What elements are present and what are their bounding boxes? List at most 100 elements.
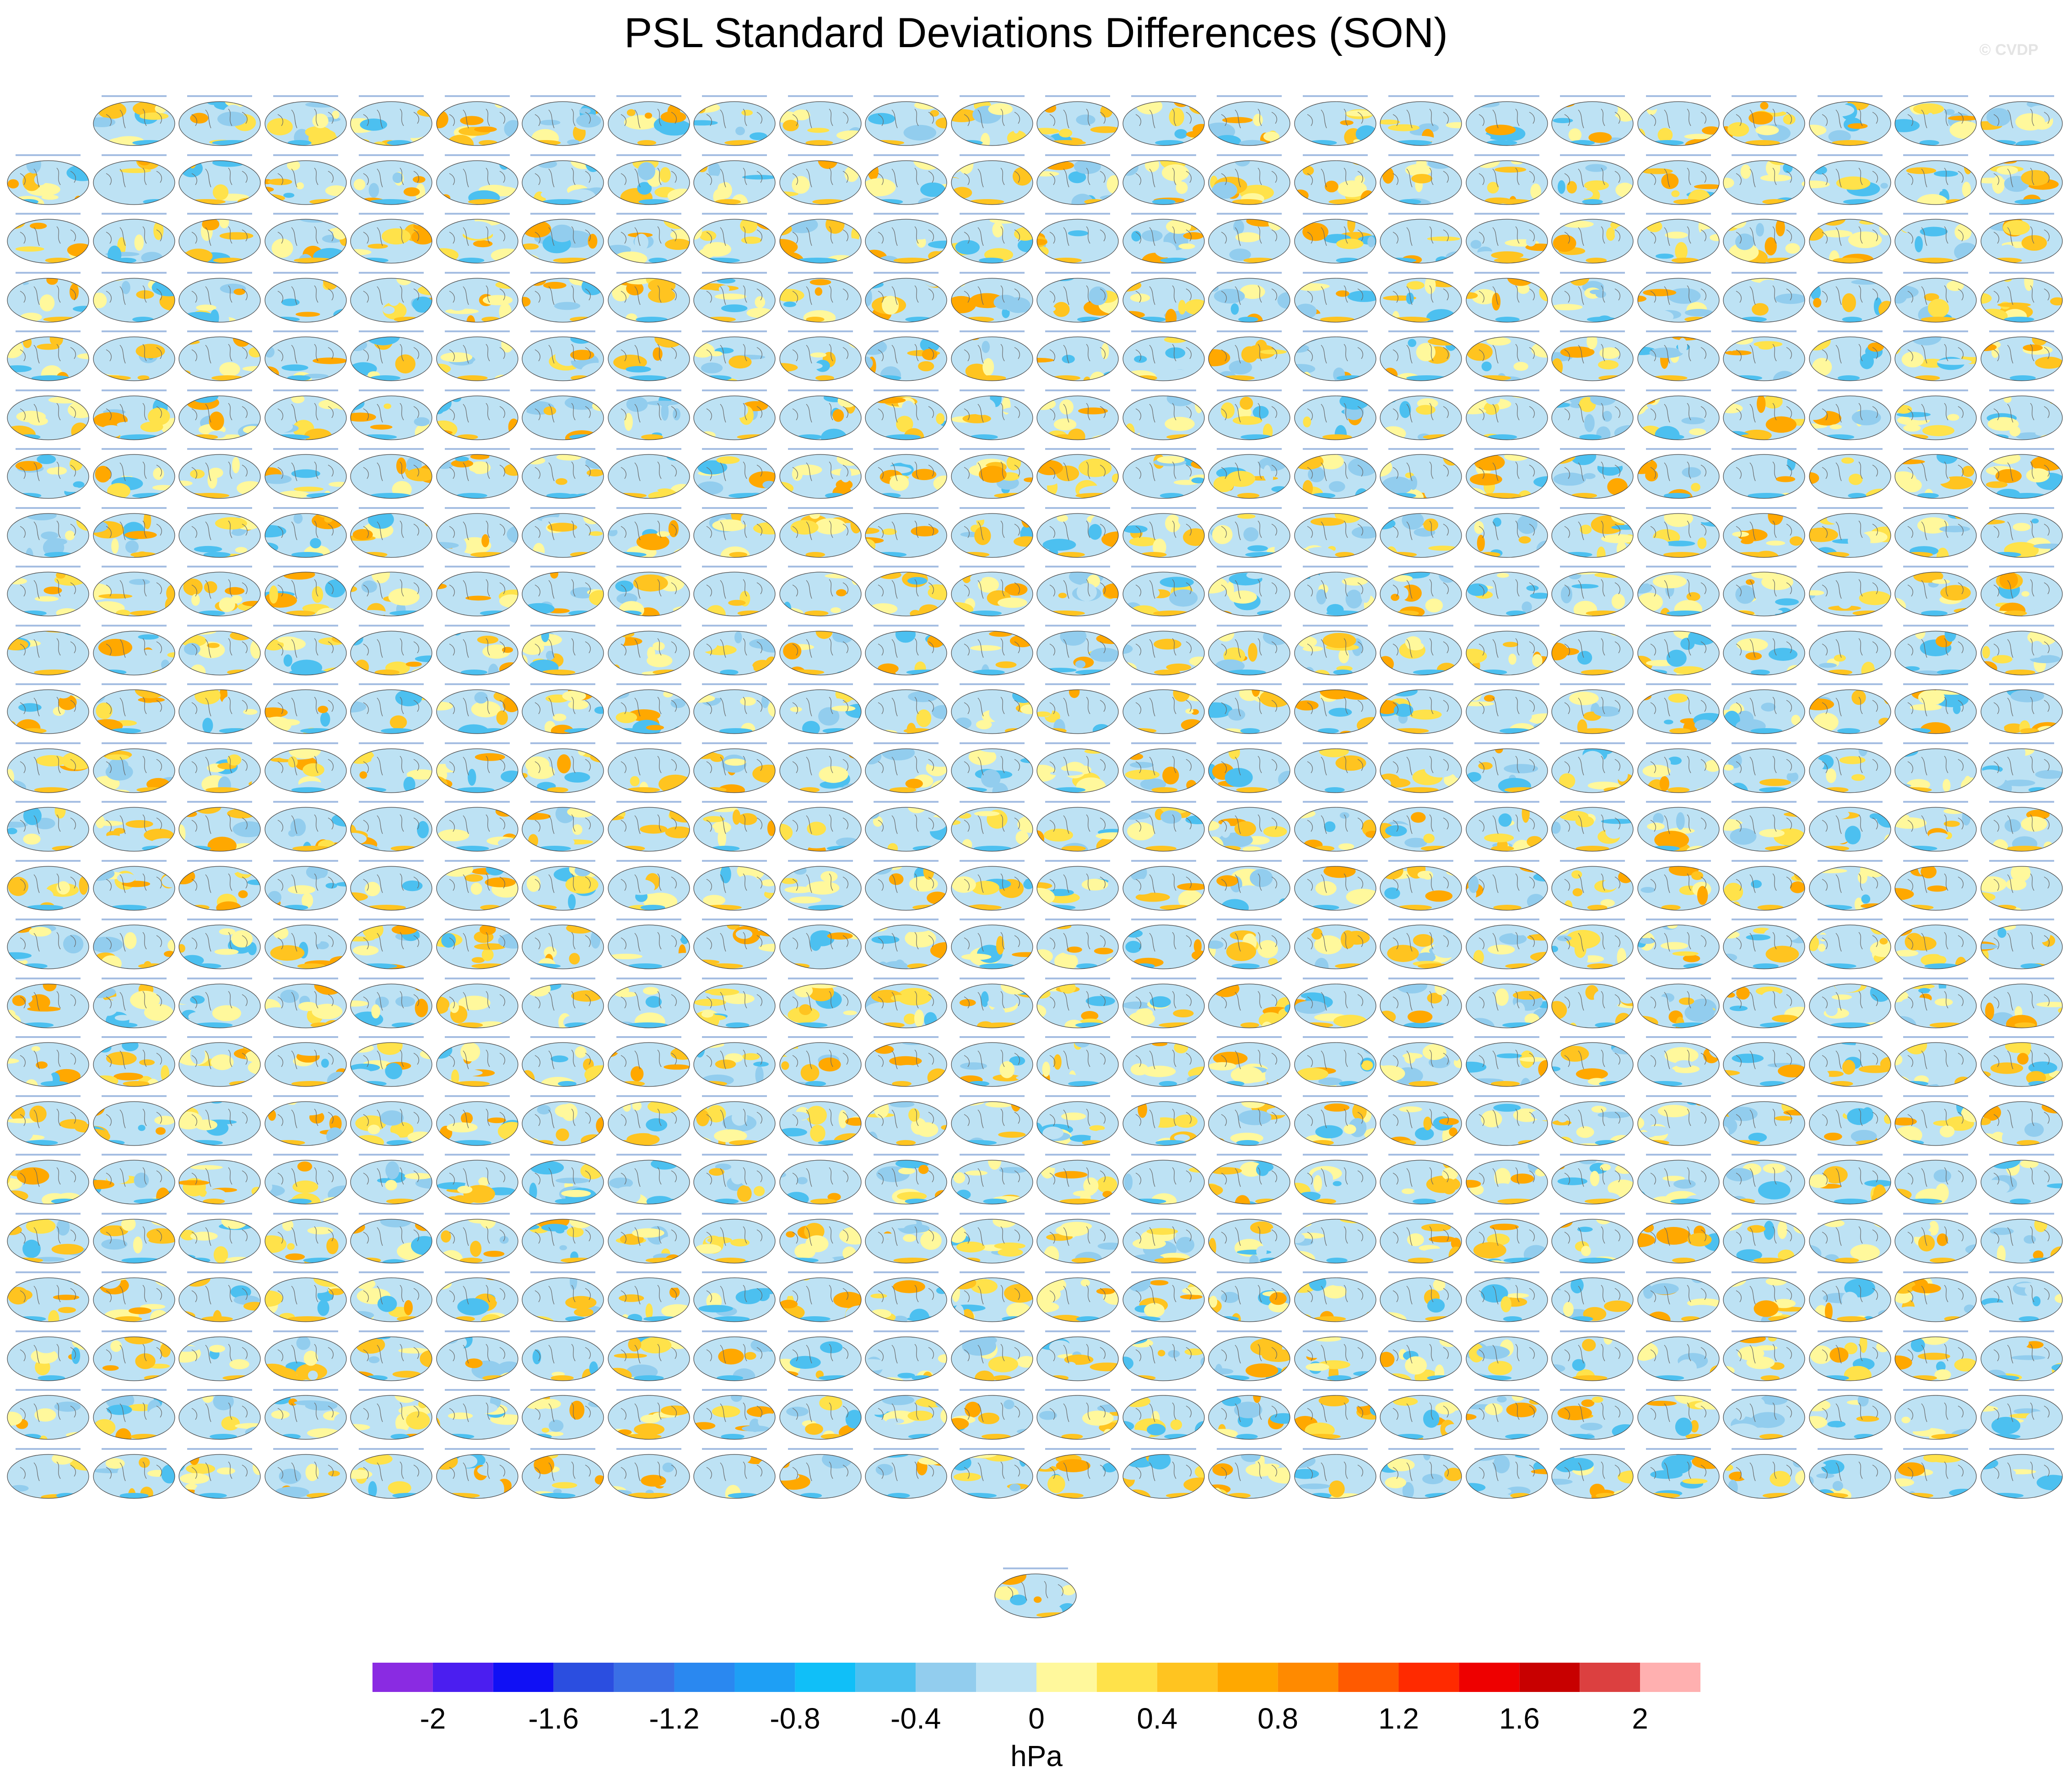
panel-subtitle bbox=[1045, 1330, 1110, 1332]
map-panel bbox=[950, 977, 1034, 1029]
panel-subtitle bbox=[530, 1389, 595, 1391]
map-panel bbox=[1122, 1271, 1205, 1323]
panel-subtitle bbox=[359, 1330, 424, 1332]
panel-subtitle bbox=[444, 1389, 510, 1391]
map-panel bbox=[864, 1448, 948, 1499]
panel-subtitle bbox=[1560, 154, 1625, 156]
panel-subtitle bbox=[1217, 859, 1282, 862]
panel-subtitle bbox=[959, 566, 1025, 567]
map-panel bbox=[436, 1036, 519, 1087]
panel-subtitle bbox=[530, 154, 595, 156]
panel-subtitle bbox=[1989, 154, 2054, 156]
panel-subtitle bbox=[1302, 1036, 1368, 1038]
panel-subtitle bbox=[530, 801, 595, 803]
map-panel bbox=[178, 389, 261, 441]
panel-subtitle bbox=[273, 1448, 338, 1450]
panel-subtitle bbox=[616, 95, 681, 97]
map-panel bbox=[6, 683, 90, 735]
map-panel bbox=[779, 213, 862, 264]
panel-subtitle bbox=[702, 683, 767, 685]
map-panel bbox=[350, 859, 433, 911]
panel-subtitle bbox=[444, 683, 510, 685]
panel-subtitle bbox=[1560, 801, 1625, 803]
panel-subtitle bbox=[1989, 507, 2054, 509]
map-panel bbox=[92, 1448, 176, 1499]
panel-subtitle bbox=[1217, 919, 1282, 920]
panel-subtitle bbox=[1388, 213, 1453, 215]
map-panel bbox=[1637, 213, 1720, 264]
panel-subtitle bbox=[788, 389, 853, 391]
map-panel bbox=[1122, 624, 1205, 676]
map-panel bbox=[264, 683, 347, 735]
map-panel bbox=[1465, 683, 1549, 735]
panel-subtitle bbox=[1474, 1271, 1539, 1273]
map-panel bbox=[1036, 154, 1119, 205]
map-panel bbox=[350, 801, 433, 852]
map-panel bbox=[1894, 330, 1977, 382]
map-panel bbox=[178, 977, 261, 1029]
map-panel bbox=[1294, 271, 1377, 323]
panel-subtitle bbox=[359, 154, 424, 156]
panel-subtitle bbox=[1302, 742, 1368, 744]
panel-subtitle bbox=[788, 95, 853, 97]
map-panel bbox=[1208, 566, 1291, 617]
map-panel bbox=[779, 1212, 862, 1264]
panel-subtitle bbox=[16, 1330, 81, 1332]
panel-subtitle bbox=[1131, 1154, 1196, 1156]
map-panel bbox=[864, 154, 948, 205]
map-panel bbox=[950, 1271, 1034, 1323]
map-panel bbox=[1551, 1154, 1634, 1205]
panel-subtitle bbox=[788, 801, 853, 803]
map-panel bbox=[1808, 389, 1892, 441]
map-panel bbox=[1894, 1036, 1977, 1087]
map-panel bbox=[521, 919, 604, 970]
map-panel bbox=[436, 389, 519, 441]
map-panel bbox=[693, 213, 776, 264]
panel-subtitle bbox=[101, 683, 167, 685]
panel-subtitle bbox=[1302, 154, 1368, 156]
colorbar-swatch bbox=[1278, 1663, 1338, 1692]
panel-subtitle bbox=[702, 1036, 767, 1038]
map-panel bbox=[178, 154, 261, 205]
map-panel bbox=[92, 919, 176, 970]
map-panel bbox=[1637, 330, 1720, 382]
panel-subtitle bbox=[101, 742, 167, 744]
map-panel bbox=[693, 1036, 776, 1087]
panel-subtitle bbox=[187, 389, 252, 391]
map-panel bbox=[1808, 1036, 1892, 1087]
map-panel bbox=[264, 624, 347, 676]
panel-subtitle bbox=[1474, 1095, 1539, 1097]
map-panel bbox=[1465, 213, 1549, 264]
map-panel bbox=[779, 859, 862, 911]
map-panel bbox=[864, 801, 948, 852]
panel-subtitle bbox=[1217, 1095, 1282, 1097]
panel-subtitle bbox=[1045, 389, 1110, 391]
panel-subtitle bbox=[959, 1154, 1025, 1156]
map-panel bbox=[779, 1389, 862, 1440]
panel-subtitle bbox=[616, 1330, 681, 1332]
map-panel bbox=[1637, 95, 1720, 146]
map-panel bbox=[1036, 271, 1119, 323]
map-panel bbox=[1465, 507, 1549, 558]
map-panel bbox=[521, 1095, 604, 1146]
panel-subtitle bbox=[1646, 1036, 1711, 1038]
panel-subtitle bbox=[1131, 154, 1196, 156]
map-panel bbox=[1379, 1095, 1462, 1146]
panel-subtitle bbox=[1817, 389, 1883, 391]
map-panel bbox=[6, 154, 90, 205]
panel-subtitle bbox=[444, 1036, 510, 1038]
map-panel bbox=[1551, 859, 1634, 911]
panel-subtitle bbox=[1474, 566, 1539, 567]
panel-subtitle bbox=[187, 448, 252, 450]
panel-subtitle bbox=[530, 1095, 595, 1097]
panel-subtitle bbox=[1732, 507, 1797, 509]
map-panel bbox=[1637, 507, 1720, 558]
map-panel bbox=[1894, 1271, 1977, 1323]
map-panel bbox=[1637, 448, 1720, 499]
map-panel bbox=[1122, 566, 1205, 617]
map-panel bbox=[264, 448, 347, 499]
map-panel bbox=[1551, 624, 1634, 676]
panel-subtitle bbox=[1388, 1212, 1453, 1215]
panel-subtitle bbox=[788, 683, 853, 685]
colorbar-tick-label: 1.6 bbox=[1499, 1702, 1540, 1735]
